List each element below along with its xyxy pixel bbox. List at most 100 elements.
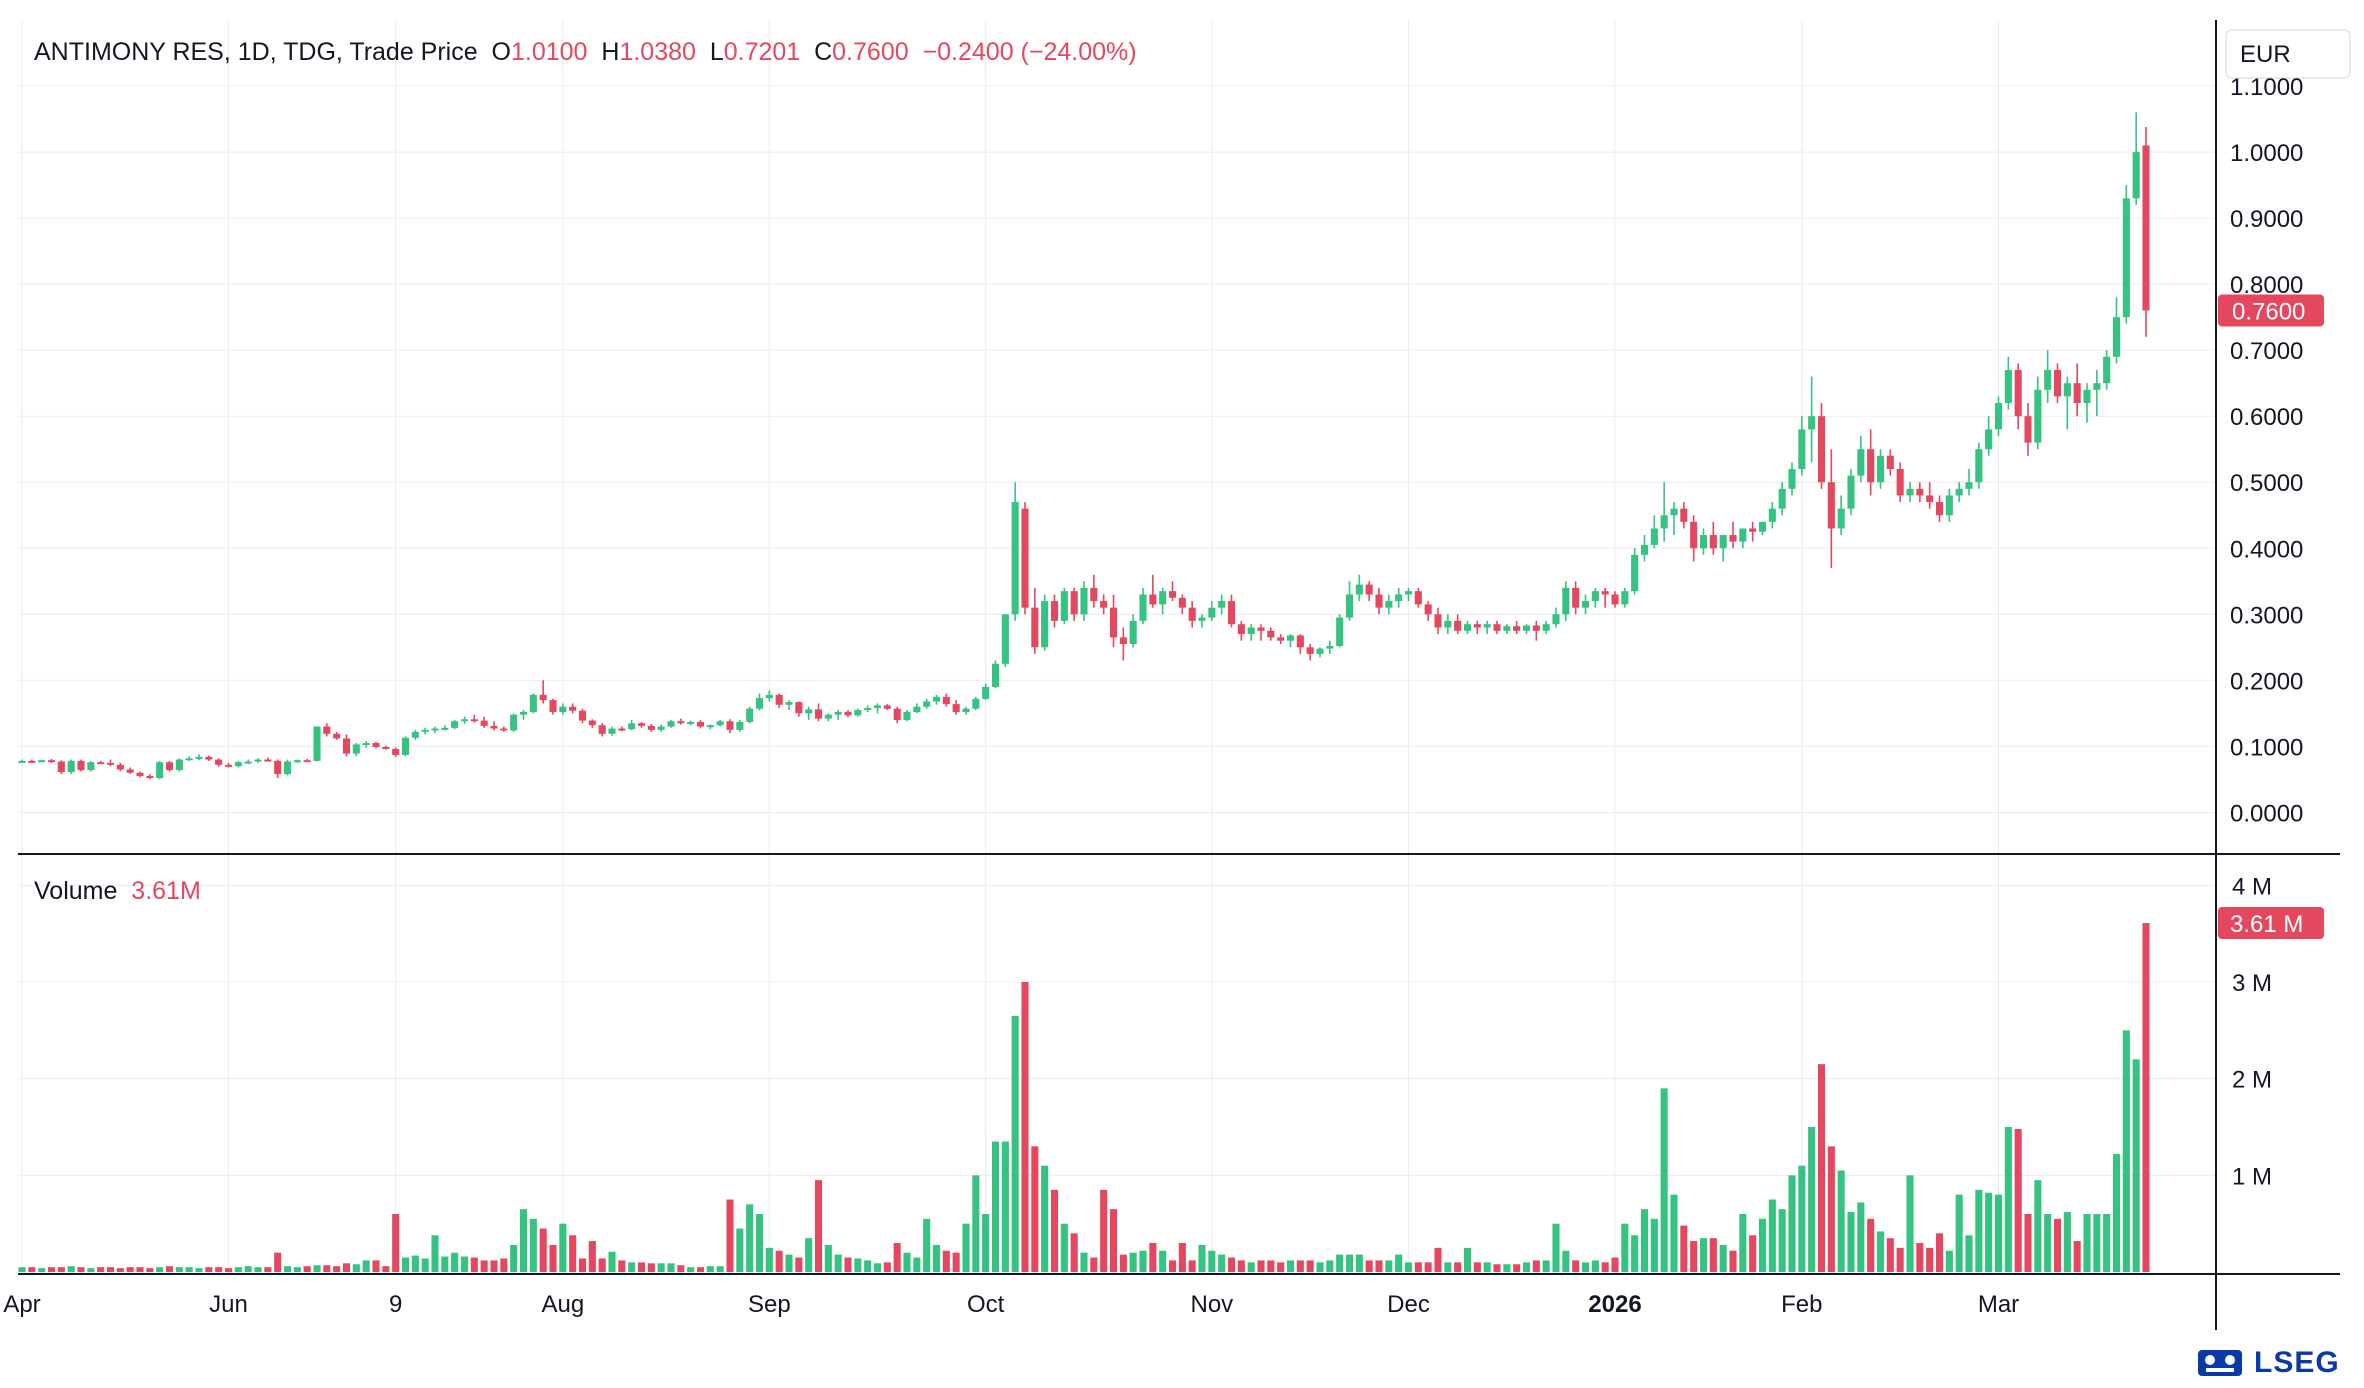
currency-box (2225, 29, 2351, 79)
volume-bar (1070, 1233, 1078, 1272)
volume-bar (333, 1266, 341, 1272)
candle-body (1562, 587, 1570, 615)
volume-bar (618, 1260, 626, 1272)
candle-body (942, 696, 950, 705)
volume-bar (342, 1263, 351, 1272)
volume-bar (647, 1263, 655, 1272)
volume-bar (1404, 1262, 1413, 1272)
volume-bar (1699, 1238, 1708, 1272)
candle-body (883, 705, 891, 709)
candle-body (165, 762, 174, 771)
candle-body (1168, 591, 1177, 598)
candle-body (1286, 635, 1295, 641)
candle-body (1178, 597, 1186, 608)
candle-body (500, 728, 508, 731)
volume-bar (352, 1264, 360, 1272)
time-tick-label: Feb (1781, 1291, 1822, 1318)
candle-body (755, 698, 764, 709)
chart-header: ANTIMONY RES, 1D, TDG, Trade Price O1.01… (34, 38, 1137, 67)
volume-bar (854, 1258, 862, 1272)
candle-body (38, 760, 46, 763)
candle-body (1326, 645, 1334, 649)
candle-body (451, 721, 459, 728)
candle-body (1198, 617, 1206, 621)
volume-bar (549, 1244, 557, 1272)
volume-bar (1729, 1250, 1737, 1272)
volume-bar (2103, 1214, 2111, 1272)
volume-bar (1227, 1257, 1236, 1272)
price-tick-label: 1.0000 (2230, 140, 2303, 167)
close-label: C (814, 38, 833, 66)
volume-bar (1100, 1189, 1108, 1272)
volume-bar (1188, 1260, 1196, 1272)
candle-body (1503, 626, 1511, 631)
candle-body (293, 760, 301, 763)
price-last-tag (2218, 294, 2324, 327)
volume-bar (1060, 1223, 1068, 1272)
volume-bar (2063, 1212, 2071, 1272)
candle-body (814, 709, 823, 719)
candle-body (2122, 198, 2130, 318)
price-tick-label: 0.7000 (2230, 338, 2303, 365)
volume-bar (834, 1254, 842, 1272)
candle-body (333, 733, 341, 739)
volume-bar (2132, 1059, 2140, 1272)
volume-bar (1080, 1252, 1088, 1272)
candle-body (1581, 601, 1590, 608)
volume-bar (2044, 1214, 2052, 1272)
candle-body (401, 737, 410, 755)
volume-bar (1237, 1260, 1245, 1272)
volume-bar (1965, 1235, 1973, 1272)
candle-body (1847, 475, 1855, 509)
candle-body (1257, 627, 1265, 631)
volume-bar (1808, 1127, 1816, 1272)
volume-bar (1896, 1247, 1904, 1272)
volume-bar (667, 1263, 675, 1272)
candle-body (1444, 620, 1452, 628)
candle-body (1729, 535, 1737, 542)
volume-bar (490, 1260, 498, 1272)
candle-body (1935, 502, 1944, 516)
candle-body (1670, 508, 1678, 516)
candle-body (106, 762, 115, 765)
price-tick-label: 0.4000 (2230, 536, 2303, 563)
candle-body (1591, 591, 1599, 602)
volume-bar (1926, 1247, 1934, 1272)
candle-body (1424, 604, 1432, 615)
candle-body (47, 760, 56, 763)
price-tick-label: 0.1000 (2230, 734, 2303, 761)
candle-body (1739, 528, 1747, 542)
volume-bar (1916, 1243, 1924, 1272)
candle-body (1345, 594, 1354, 618)
volume-bar (1336, 1254, 1344, 1272)
candle-body (1699, 535, 1708, 549)
volume-bar (1001, 1141, 1009, 1272)
candle-body (352, 744, 360, 754)
volume-bar (2112, 1154, 2121, 1272)
volume-bar (1149, 1243, 1157, 1272)
volume-bar (57, 1267, 65, 1272)
volume-bar (2142, 923, 2150, 1272)
candle-body (1080, 587, 1088, 615)
volume-bar (1739, 1214, 1747, 1272)
candle-body (1473, 624, 1481, 628)
volume-bar (824, 1244, 832, 1272)
lseg-logo[interactable]: LSEG (2196, 1346, 2340, 1380)
candle-body (342, 738, 351, 754)
volume-bar (1119, 1254, 1127, 1272)
volume-last-tag-text: 3.61 M (2230, 911, 2303, 938)
volume-bar (1778, 1209, 1786, 1272)
volume-bar (608, 1251, 616, 1272)
candle-body (598, 725, 606, 734)
volume-bar (1552, 1223, 1560, 1272)
volume-bar (274, 1252, 282, 1272)
candle-body (834, 712, 842, 715)
candle-body (1001, 614, 1009, 664)
candle-body (1267, 630, 1275, 638)
volume-bar (883, 1262, 891, 1272)
volume-bar (224, 1268, 233, 1272)
candle-body (1227, 601, 1236, 625)
time-tick-label: Nov (1190, 1291, 1233, 1318)
volume-bar (1434, 1247, 1442, 1272)
